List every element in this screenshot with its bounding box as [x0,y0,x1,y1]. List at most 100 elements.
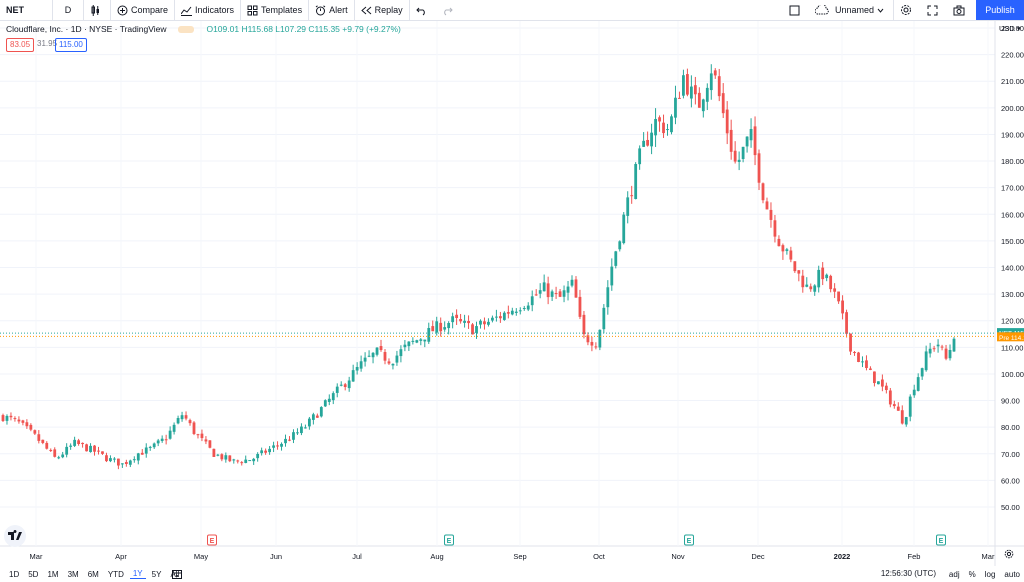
publish-label: Publish [985,5,1015,15]
chart-type-button[interactable] [84,0,111,20]
candle-body [570,279,574,286]
settings-button[interactable] [894,0,921,20]
interval-label: D [64,5,72,15]
candle-body [455,314,459,319]
candle-body [857,352,860,362]
candle-body [65,446,69,455]
goto-date-icon[interactable] [172,569,182,582]
earnings-marker[interactable]: E [444,534,454,546]
earnings-marker[interactable]: E [936,534,946,546]
range-all[interactable]: All [170,569,180,579]
range-1m[interactable]: 1M [47,569,59,579]
candle-body [128,460,132,465]
currency-selector[interactable]: USD ▾ [999,24,1021,33]
range-ytd[interactable]: YTD [107,569,124,579]
candle-body [761,183,765,201]
candle-body [514,311,518,313]
candle-body [21,420,25,423]
candle-body [395,355,399,363]
x-tick-label: Feb [908,552,921,561]
candle-body [534,294,538,296]
candle-body [610,266,614,286]
sell-price-button[interactable]: 83.05 [6,38,35,52]
range-5d[interactable]: 5D [28,569,39,579]
market-status-icon [178,25,195,33]
candle-body [288,439,291,441]
publish-button[interactable]: Publish [976,0,1024,20]
price-chart[interactable]: 50.00 60.00 70.00 80.00 90.00 100.00 110.00 120… [0,21,1024,566]
select-layout-button[interactable] [783,0,809,20]
candle-body [876,381,880,385]
candle-body [300,426,303,434]
buy-price-button[interactable]: 115.00 [55,38,87,52]
range-1y[interactable]: 1Y [129,569,146,579]
candle-body [952,338,956,352]
layout-name-button[interactable]: Unnamed [809,0,894,20]
clock[interactable]: 12:56:30 (UTC) [880,569,936,578]
candle-body [809,286,813,290]
series-title: Cloudflare, Inc. · 1D · NYSE · TradingVi… [6,24,167,34]
candle-body [49,449,53,451]
grid-icon [247,5,258,15]
x-tick-label: May [194,552,208,561]
candle-body [805,284,809,287]
candle-body [164,439,168,441]
candle-body [709,73,713,91]
candle-body [136,453,140,461]
x-tick-label: Jul [352,552,362,561]
range-1d[interactable]: 1D [9,569,20,579]
pre-price-text: Pre 114.14 [999,335,1024,342]
templates-button[interactable]: Templates [241,0,310,20]
symbol-search-button[interactable]: NET [0,0,53,20]
adj-toggle[interactable]: adj [948,569,960,579]
auto-toggle[interactable]: auto [1004,569,1020,579]
candle-body [674,97,677,118]
range-3m[interactable]: 3M [67,569,79,579]
y-tick-label: 100.00 [1001,370,1024,379]
indicators-button[interactable]: Indicators [175,0,242,20]
candle-body [789,250,793,260]
candle-body [642,140,646,147]
candle-body [172,424,176,432]
candle-body [347,380,351,389]
range-5y[interactable]: 5Y [151,569,162,579]
fullscreen-button[interactable] [921,0,947,20]
candle-body [224,455,228,460]
candle-body [562,290,566,297]
candle-body [427,327,431,342]
candle-body [471,324,474,335]
candle-body [833,288,837,292]
layout-name-label: Unnamed [834,5,874,15]
undo-button[interactable] [410,0,436,20]
earnings-marker[interactable]: E [684,534,694,546]
redo-button[interactable] [436,0,462,20]
tradingview-logo[interactable] [4,525,26,547]
candle-body [264,450,268,453]
candle-body [53,449,57,457]
candle-body [216,454,220,456]
candle-body [228,455,232,462]
candle-body [940,346,944,348]
candle-body [156,440,160,444]
alert-button[interactable]: Alert [309,0,355,20]
earnings-marker[interactable]: E [207,534,217,546]
range-6m[interactable]: 6M [87,569,99,579]
percent-toggle[interactable]: % [968,569,976,579]
replay-button[interactable]: Replay [355,0,410,20]
candle-body [431,326,435,332]
candle-body [765,201,769,210]
candle-body [403,344,407,348]
interval-button[interactable]: D [53,0,84,20]
candle-body [495,316,498,318]
y-tick-label: 160.00 [1001,210,1024,219]
snapshot-button[interactable] [947,0,974,20]
candle-body [17,419,21,422]
candle-body [399,349,403,357]
chart-settings-icon[interactable] [1004,549,1014,559]
candle-body [140,452,144,455]
log-toggle[interactable]: log [984,569,996,579]
compare-button[interactable]: Compare [111,0,176,20]
spread-text: 31.95 [37,39,58,48]
candle-body [550,291,554,297]
candle-body [73,439,77,446]
